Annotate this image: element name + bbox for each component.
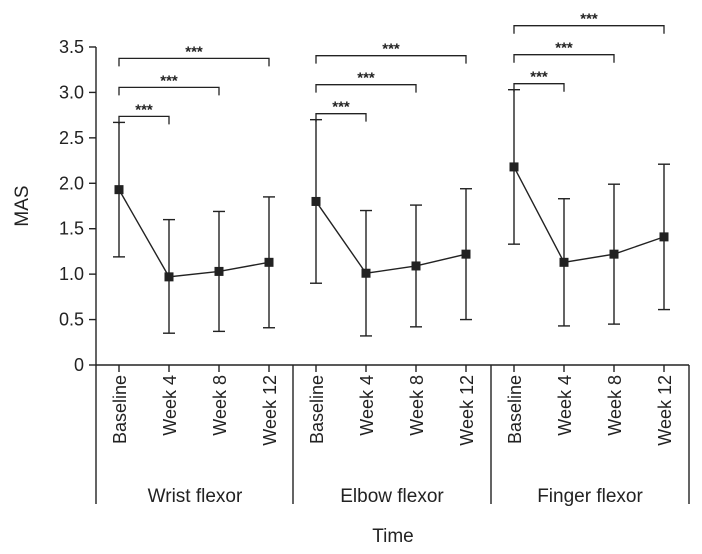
x-tick-label: Baseline: [307, 375, 327, 444]
data-point: [214, 266, 224, 276]
x-tick-label: Baseline: [110, 375, 130, 444]
data-point: [509, 162, 519, 172]
data-point: [559, 257, 569, 267]
group-label: Elbow flexor: [340, 486, 444, 507]
significance-label: ***: [357, 70, 375, 87]
x-tick-label: Week 4: [357, 375, 377, 436]
data-point: [164, 272, 174, 282]
significance-bracket: [513, 25, 665, 34]
series-line: [513, 166, 665, 264]
axes-layer: [89, 46, 690, 504]
x-tick-label: Week 8: [210, 375, 230, 436]
data-point: [264, 257, 274, 267]
significance-label: ***: [530, 69, 548, 86]
y-tick-label: 3.5: [59, 37, 84, 57]
x-tick-label: Week 12: [655, 375, 675, 446]
data-point: [114, 185, 124, 195]
data-point: [659, 232, 669, 242]
significance-bracket: [315, 55, 467, 64]
significance-label: ***: [332, 99, 350, 116]
significance-bracket: [513, 83, 565, 92]
significance-label: ***: [555, 40, 573, 57]
significance-bracket: [315, 113, 367, 122]
y-axis-label: MAS: [12, 185, 33, 226]
bracket-layer: [118, 25, 665, 125]
significance-label: ***: [185, 43, 203, 60]
x-tick-label: Week 12: [457, 375, 477, 446]
data-point: [361, 268, 371, 278]
series-line: [315, 201, 467, 274]
y-tick-label: 3.0: [59, 82, 84, 102]
x-tick-label: Week 8: [605, 375, 625, 436]
x-tick-label: Baseline: [505, 375, 525, 444]
y-tick-label: 0: [74, 355, 84, 375]
significance-bracket: [315, 84, 417, 93]
y-tick-label: 1.5: [59, 219, 84, 239]
data-point: [461, 249, 471, 259]
y-tick-label: 0.5: [59, 310, 84, 330]
significance-label: ***: [382, 41, 400, 58]
data-point: [609, 249, 619, 259]
y-tick-label: 2.5: [59, 128, 84, 148]
x-tick-label: Week 4: [555, 375, 575, 436]
significance-label: ***: [135, 101, 153, 118]
label-layer: 0 0.5 1.0 1.5 2.0 2.5 3.0 3.5 MAS Time Baseline Wee…: [12, 11, 675, 547]
x-tick-label: Week 4: [160, 375, 180, 436]
series-line: [118, 189, 270, 278]
y-tick-label: 1.0: [59, 264, 84, 284]
significance-bracket: [118, 115, 170, 125]
significance-bracket: [118, 57, 270, 67]
significance-bracket: [513, 54, 615, 63]
group-label: Finger flexor: [537, 486, 643, 507]
significance-bracket: [118, 86, 220, 96]
x-tick-label: Week 8: [407, 375, 427, 436]
y-tick-label: 2.0: [59, 173, 84, 193]
x-tick-label: Week 12: [260, 375, 280, 446]
x-axis-label: Time: [372, 526, 414, 547]
significance-label: ***: [160, 72, 178, 89]
data-point: [311, 196, 321, 206]
data-point: [411, 261, 421, 271]
significance-label: ***: [580, 11, 598, 28]
data-layer: [113, 88, 670, 337]
group-label: Wrist flexor: [148, 486, 243, 507]
